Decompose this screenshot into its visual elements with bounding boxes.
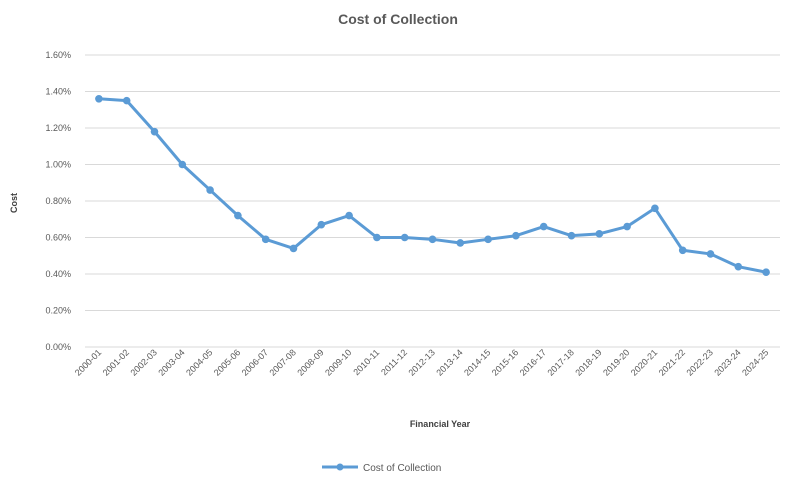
data-point xyxy=(539,222,548,231)
series-layer xyxy=(95,95,770,276)
y-tick-label: 0.40% xyxy=(45,269,71,279)
data-point xyxy=(261,235,270,244)
y-tick-label: 0.60% xyxy=(45,233,71,243)
data-point xyxy=(345,211,353,220)
data-point xyxy=(456,239,465,247)
x-tick-label: 2023-24 xyxy=(712,347,742,377)
data-point xyxy=(678,246,687,255)
y-tick-label: 1.00% xyxy=(45,160,71,170)
data-point xyxy=(706,250,715,258)
x-tick-label: 2020-21 xyxy=(629,347,659,377)
x-axis-ticks: 2000-012001-022002-032003-042004-052005-… xyxy=(73,347,771,377)
data-point xyxy=(595,230,604,238)
data-point xyxy=(651,204,659,213)
x-tick-label: 2014-15 xyxy=(462,347,492,377)
data-point xyxy=(400,233,409,242)
data-point xyxy=(373,233,381,242)
data-point xyxy=(234,211,242,220)
x-tick-label: 2012-13 xyxy=(406,347,436,377)
data-point xyxy=(122,96,131,105)
data-point xyxy=(95,95,103,103)
x-tick-label: 2009-10 xyxy=(323,347,353,377)
x-tick-label: 2017-18 xyxy=(545,347,575,377)
data-point xyxy=(150,127,159,136)
y-tick-label: 1.40% xyxy=(45,87,71,97)
data-point xyxy=(428,235,437,244)
x-tick-label: 2011-12 xyxy=(379,347,409,377)
data-point xyxy=(734,262,743,271)
data-point xyxy=(623,222,631,231)
x-tick-label: 2003-04 xyxy=(156,347,186,377)
x-tick-label: 2007-08 xyxy=(267,347,297,377)
x-tick-label: 2000-01 xyxy=(73,347,103,377)
data-point xyxy=(178,160,187,169)
x-tick-label: 2008-09 xyxy=(295,347,325,377)
x-tick-label: 2006-07 xyxy=(240,347,270,377)
y-axis-title: Cost xyxy=(9,193,19,213)
data-point xyxy=(484,235,492,244)
data-point xyxy=(317,220,326,229)
x-tick-label: 2013-14 xyxy=(434,347,464,377)
data-point xyxy=(206,186,214,194)
x-tick-label: 2002-03 xyxy=(128,347,158,377)
x-axis-title: Financial Year xyxy=(410,419,471,429)
x-tick-label: 2004-05 xyxy=(184,347,214,377)
y-tick-label: 1.60% xyxy=(45,50,71,60)
y-axis-ticks: 0.00% 0.20% 0.40% 0.60% 0.80% 1.00% 1.20% 1.40%… xyxy=(45,50,71,352)
x-tick-label: 2024-25 xyxy=(740,347,770,377)
x-tick-label: 2010-11 xyxy=(351,347,381,377)
x-tick-label: 2005-06 xyxy=(212,347,242,377)
legend-label: Cost of Collection xyxy=(363,463,441,474)
data-point xyxy=(512,231,520,240)
x-tick-label: 2015-16 xyxy=(490,347,520,377)
x-tick-label: 2018-19 xyxy=(573,347,603,377)
y-tick-label: 0.00% xyxy=(45,342,71,352)
legend-marker-swatch xyxy=(336,463,344,471)
y-tick-label: 0.80% xyxy=(45,196,71,206)
data-point xyxy=(762,268,770,276)
x-tick-label: 2021-22 xyxy=(657,347,687,377)
y-tick-label: 0.20% xyxy=(45,306,71,316)
x-tick-label: 2016-17 xyxy=(518,347,548,377)
data-point xyxy=(289,244,298,253)
x-tick-label: 2022-23 xyxy=(684,347,714,377)
chart-title: Cost of Collection xyxy=(338,11,458,27)
legend: Cost of Collection xyxy=(322,463,441,474)
x-tick-label: 2001-02 xyxy=(101,347,131,377)
gridlines xyxy=(85,54,780,348)
series-line xyxy=(98,97,767,274)
data-point xyxy=(567,231,576,240)
y-tick-label: 1.20% xyxy=(45,123,71,133)
x-tick-label: 2019-20 xyxy=(601,347,631,377)
